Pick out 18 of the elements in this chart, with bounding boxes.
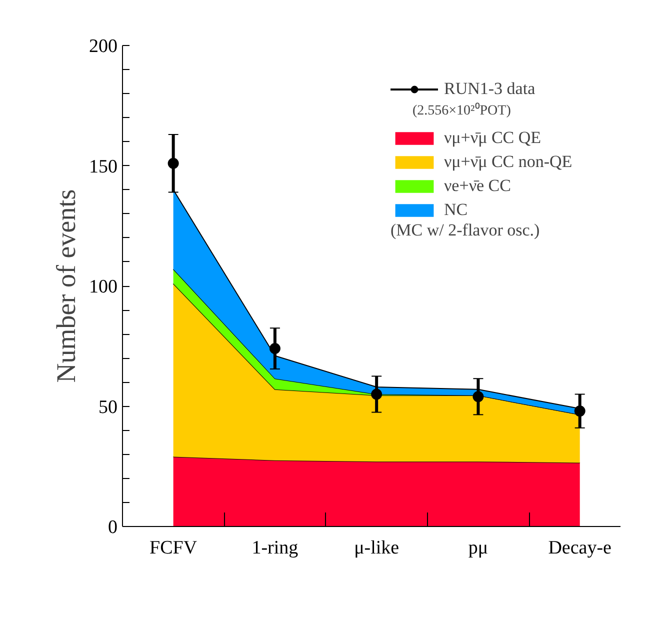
legend-label: νμ+ν̄μ CC non-QE <box>444 152 572 172</box>
legend-label: νμ+ν̄μ CC QE <box>444 128 542 148</box>
x-tick-label: 1-ring <box>252 538 299 558</box>
annotation: (MC w/ 2-flavor osc.) <box>390 220 540 240</box>
x-tick-label: μ-like <box>354 538 400 558</box>
y-axis-title: Number of events <box>51 189 81 383</box>
legend-label: νe+ν̄e CC <box>444 176 511 196</box>
x-tick-label: Decay-e <box>548 538 612 558</box>
legend-label: NC <box>444 200 468 220</box>
y-tick-label: 100 <box>89 276 118 298</box>
y-tick-label: 50 <box>98 396 118 418</box>
legend-label: RUN1-3 data <box>444 79 536 99</box>
annotation: (2.556×10²⁰POT) <box>412 102 512 118</box>
y-tick-label: 200 <box>89 36 118 57</box>
y-tick-label: 150 <box>89 156 118 178</box>
y-tick-label: 0 <box>108 517 118 538</box>
x-tick-label: FCFV <box>150 538 198 558</box>
x-tick-label: pμ <box>468 538 488 558</box>
